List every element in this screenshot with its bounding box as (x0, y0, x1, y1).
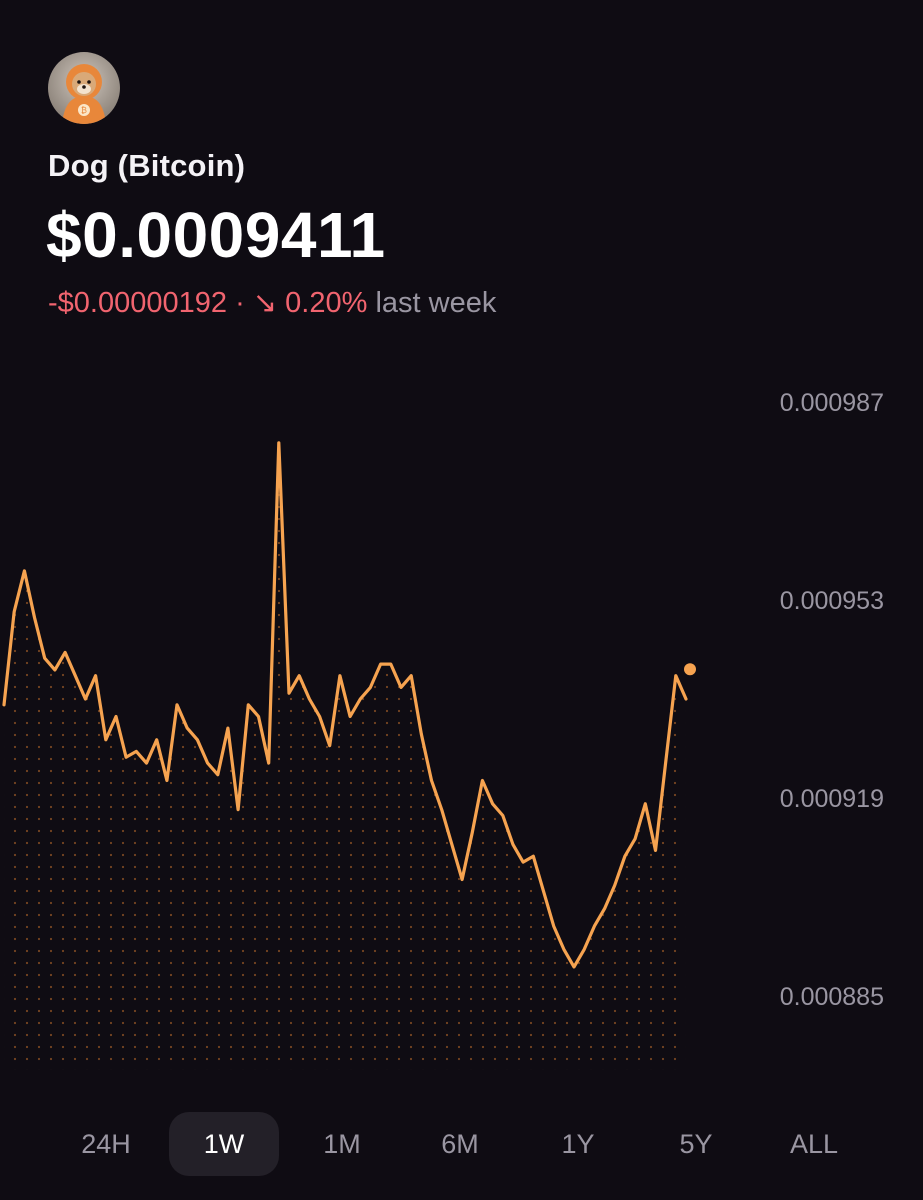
y-tick-label: 0.000919 (780, 785, 884, 813)
price-chart-svg[interactable]: 0.000987 0.000953 0.000919 0.000885 (0, 360, 923, 1080)
y-tick-label: 0.000885 (780, 983, 884, 1011)
time-range-tabs: 24H 1W 1M 6M 1Y 5Y ALL (0, 1112, 923, 1176)
y-tick-label: 0.000953 (780, 587, 884, 615)
dog-avatar-icon: ₿ (48, 52, 120, 124)
tab-1m[interactable]: 1M (323, 1129, 361, 1159)
tab-24h[interactable]: 24H (81, 1129, 131, 1159)
change-period: last week (375, 287, 497, 319)
coin-name: Dog (Bitcoin) (48, 148, 246, 183)
chart-series-line (2, 441, 688, 969)
chart-current-point (684, 663, 696, 676)
change-absolute: -$0.00000192 (48, 287, 227, 319)
tab-5y[interactable]: 5Y (679, 1129, 713, 1159)
tab-1y[interactable]: 1Y (561, 1129, 595, 1159)
chart-area-fill (4, 442, 686, 1070)
coin-avatar: ₿ (48, 52, 120, 124)
y-tick-label: 0.000987 (780, 389, 884, 417)
coin-price: $0.0009411 (46, 199, 386, 271)
tab-1w[interactable]: 1W (169, 1112, 279, 1176)
tab-all[interactable]: ALL (789, 1129, 839, 1159)
price-chart[interactable]: 0.000987 0.000953 0.000919 0.000885 (0, 360, 923, 1080)
price-change-row: -$0.00000192 · ↘ 0.20% last week (48, 287, 497, 320)
change-percent: ↘ 0.20% (252, 287, 368, 319)
tab-6m[interactable]: 6M (441, 1129, 479, 1159)
svg-text:₿: ₿ (81, 106, 87, 115)
change-separator: · (235, 287, 245, 319)
